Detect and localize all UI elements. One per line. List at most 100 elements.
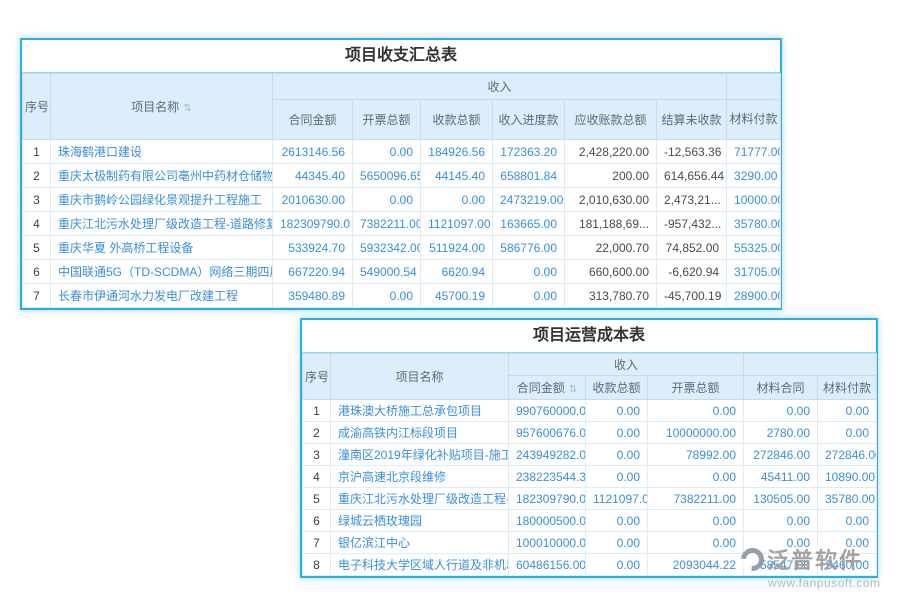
sort-icon[interactable]: ⇅ [183,103,192,114]
table-row: 1 港珠澳大桥施工总承包项目 990760000.00 0.00 0.00 0.… [302,399,877,422]
col-header-material-payment: 材料付款 [817,375,877,400]
project-name-cell[interactable]: 成渝高铁内江标段项目 [330,421,509,444]
amount-cell: -12,563.36 [655,139,728,164]
amount-cell: 0.00 [420,187,493,212]
col-header-seq: 序号 [22,73,51,140]
col-header-project-name[interactable]: 项目名称 ⇅ [50,73,273,140]
seq-cell: 1 [22,139,51,164]
seq-cell: 6 [22,259,51,284]
project-name-cell[interactable]: 电子科技大学区域人行道及非机动车道工程 [330,553,509,576]
amount-cell: 28900.00 [726,283,782,308]
project-name-cell[interactable]: 中国联通5G（TD-SCDMA）网络三期四川工程 [50,259,273,284]
income-summary-table: 序号 项目名称 ⇅ 收入 合同金额 开票总额 收款总额 收入进度款 应收账款总额 … [22,73,782,308]
col-header-project-name-label: 项目名称 [131,100,180,114]
table-row: 4 重庆江北污水处理厂级改造工程-道路修复工程 182309790.0 7382… [22,211,782,236]
amount-cell: -957,432... [655,211,728,236]
amount-cell: 5650096.65 [352,163,421,188]
amount-cell: 5460.00 [817,553,877,576]
table-row: 8 电子科技大学区域人行道及非机动车道工程 60486156.00 0.00 2… [302,553,877,576]
amount-cell: 2093044.22 [647,553,744,576]
project-name-cell[interactable]: 重庆华夏 外高桥工程设备 [50,235,273,260]
amount-cell: 0.00 [585,465,648,488]
amount-cell: -6,620.94 [655,259,728,284]
table-row: 5 重庆江北污水处理厂级改造工程-道路修复工程 182309790.00 112… [302,487,877,510]
seq-cell: 5 [22,235,51,260]
table-row: 1 珠海鹤港口建设 2613146.56 0.00 184926.56 1723… [22,139,782,164]
amount-cell: 238223544.35 [508,465,586,488]
amount-cell: 10890.00 [817,465,877,488]
fanpu-logo: 泛普软件 www.fanpusoft.com [736,542,881,590]
amount-cell: 6620.94 [420,259,493,284]
amount-cell: 78992.00 [647,443,744,466]
amount-cell: 71777.00 [726,139,782,164]
project-name-cell[interactable]: 重庆市鹅岭公园绿化景观提升工程施工 [50,187,273,212]
amount-cell: 0.00 [817,399,877,422]
amount-cell: 1121097.00 [585,487,648,510]
project-name-cell[interactable]: 京沪高速北京段维修 [330,465,509,488]
amount-cell: 0.00 [647,399,744,422]
amount-cell: 3290.00 [726,163,782,188]
project-name-cell[interactable]: 银亿滨江中心 [330,531,509,554]
amount-cell: 990760000.00 [508,399,586,422]
seq-cell: 7 [302,531,331,554]
col-group-material-spacer [726,73,782,100]
operating-cost-window: 项目运营成本表 序号 项目名称 收入 合同金额 ⇅ 收款总额 开票总额 材料合同 … [300,318,878,578]
project-name-cell[interactable]: 绿城云栖玫瑰园 [330,509,509,532]
income-summary-window: 项目收支汇总表 序号 项目名称 ⇅ 收入 合同金额 开票总额 收款总额 收入进度款… [20,38,782,310]
col-header-material-payment: 材料付款 [726,99,782,140]
amount-cell: 957600676.00 [508,421,586,444]
amount-cell: 200.00 [564,163,657,188]
amount-cell: 60486156.00 [508,553,586,576]
col-header-seq: 序号 [302,353,331,400]
amount-cell: 0.00 [492,259,565,284]
project-name-cell[interactable]: 珠海鹤港口建设 [50,139,273,164]
table-row: 4 京沪高速北京段维修 238223544.35 0.00 0.00 45411… [302,465,877,488]
amount-cell: 0.00 [647,509,744,532]
col-header-settled-unreceived: 结算未收款 [655,99,728,140]
amount-cell: 172363.20 [492,139,565,164]
col-group-material-spacer [743,353,877,376]
amount-cell: -45,700.19 [655,283,728,308]
seq-cell: 1 [302,399,331,422]
seq-cell: 4 [302,465,331,488]
fanpu-logo-brand: 泛普软件 [767,548,864,573]
amount-cell: 7382211.00 [647,487,744,510]
table-row: 2 成渝高铁内江标段项目 957600676.00 0.00 10000000.… [302,421,877,444]
amount-cell: 0.00 [585,399,648,422]
amount-cell: 2780.00 [743,421,818,444]
amount-cell: 2,010,630.00 [564,187,657,212]
amount-cell: 1121097.00 [420,211,493,236]
amount-cell: 184926.56 [420,139,493,164]
amount-cell: 0.00 [585,553,648,576]
amount-cell: 181,188,69... [564,211,657,236]
table-row: 7 银亿滨江中心 100010000.00 0.00 0.00 0.00 0.0… [302,531,877,554]
amount-cell: 182309790.0 [272,211,353,236]
seq-cell: 5 [302,487,331,510]
amount-cell: 549000.54 [352,259,421,284]
col-header-contract-amount[interactable]: 合同金额 ⇅ [508,375,586,400]
seq-cell: 4 [22,211,51,236]
amount-cell: 45411.00 [743,465,818,488]
amount-cell: 74,852.00 [655,235,728,260]
project-name-cell[interactable]: 重庆江北污水处理厂级改造工程-道路修复工程 [330,487,509,510]
amount-cell: 2010630.00 [272,187,353,212]
project-name-cell[interactable]: 潼南区2019年绿化补贴项目-施工2标段 [330,443,509,466]
col-header-contract-amount-label: 合同金额 [516,381,565,395]
sort-icon[interactable]: ⇅ [568,384,578,395]
amount-cell: 586776.00 [492,235,565,260]
seq-cell: 6 [302,509,331,532]
amount-cell: 243949282.04 [508,443,586,466]
project-name-cell[interactable]: 重庆江北污水处理厂级改造工程-道路修复工程 [50,211,273,236]
project-name-cell[interactable]: 重庆太极制药有限公司亳州中药材仓储物流基地 [50,163,273,188]
amount-cell: 0.00 [647,465,744,488]
table-row: 5 重庆华夏 外高桥工程设备 533924.70 5932342.00 5119… [22,235,782,260]
amount-cell: 0.00 [352,187,421,212]
amount-cell: 0.00 [352,139,421,164]
amount-cell: 0.00 [352,283,421,308]
project-name-cell[interactable]: 港珠澳大桥施工总承包项目 [330,399,509,422]
project-name-cell[interactable]: 长春市伊通河水力发电厂改建工程 [50,283,273,308]
table-row: 6 中国联通5G（TD-SCDMA）网络三期四川工程 667220.94 549… [22,259,782,284]
amount-cell: 658801.84 [492,163,565,188]
col-header-income-progress: 收入进度款 [492,99,565,140]
amount-cell: 0.00 [817,421,877,444]
